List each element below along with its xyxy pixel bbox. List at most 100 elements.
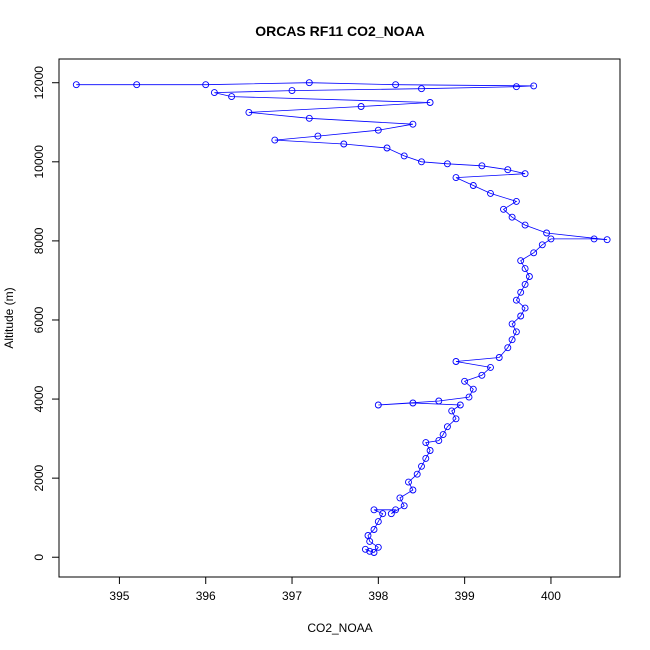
data-point [374,126,382,134]
y-tick-label: 2000 [32,464,46,491]
data-point [366,547,374,555]
data-point [603,236,611,244]
y-tick-label: 10000 [32,145,46,179]
data-point [478,162,486,170]
data-point [370,549,378,556]
x-tick-label: 398 [368,589,388,603]
data-point [530,249,538,257]
data-point [418,462,425,470]
y-tick-label: 6000 [32,306,46,333]
x-tick-label: 400 [541,589,561,603]
y-tick-label: 8000 [32,227,46,254]
data-point [374,401,382,409]
plot-frame [58,58,621,578]
chart-title: ORCAS RF11 CO2_NOAA [255,23,425,39]
data-point [512,83,520,91]
data-point [361,545,369,553]
data-point [364,532,372,539]
data-point [439,431,447,439]
data-point [452,358,460,365]
data-point [525,273,533,280]
data-point [521,221,529,229]
data-point [422,439,430,447]
data-point [426,447,434,454]
data-point [517,288,525,296]
data-point [512,197,520,205]
data-point [478,371,486,379]
data-point [426,99,434,106]
data-point [422,454,430,462]
data-point [512,328,520,336]
y-axis-label: Altitude (m) [2,287,16,348]
data-point [456,401,464,409]
data-point [521,265,529,273]
data-point [547,235,555,243]
data-point [504,166,512,174]
data-point [508,336,516,344]
data-point [521,304,529,312]
data-point [495,354,503,361]
data-point [465,393,473,401]
data-point [374,518,382,526]
data-point [435,437,443,445]
data-point [448,407,456,415]
data-point [590,235,598,243]
data-point [521,170,529,178]
data-point [405,478,412,486]
y-tick-label: 12000 [32,66,46,100]
x-axis: 395 396 397 398 399 400 [109,577,561,603]
data-point [202,81,210,89]
data-point [400,152,408,160]
data-point [271,136,279,144]
data-point [517,257,525,265]
data-point [538,241,546,249]
data-point [435,397,443,405]
data-point [400,502,408,510]
x-tick-label: 396 [196,589,216,603]
data-point [530,82,538,90]
y-tick-label: 4000 [32,385,46,412]
data-point [374,543,382,551]
data-point [487,363,494,371]
data-point [512,296,520,304]
data-point [487,189,494,197]
data-point [543,229,551,237]
data-point [210,89,218,97]
data-point [133,81,141,89]
data-point [370,526,378,533]
data-point [409,399,417,407]
data-point [504,344,512,352]
data-point [508,320,516,328]
data-point [379,510,387,518]
data-point [370,506,378,514]
data-point [387,510,395,518]
data-point [305,79,313,87]
data-point [245,108,253,116]
data-point [357,103,365,110]
data-point [409,486,417,494]
data-point [396,494,404,502]
x-axis-label: CO2_NOAA [307,621,372,635]
x-tick-label: 395 [109,589,129,603]
data-point [508,213,516,221]
data-point [517,312,525,320]
data-point [418,85,425,93]
data-point [383,144,391,152]
data-point [409,120,417,128]
data-point [500,205,507,213]
data-point [461,377,469,385]
y-tick-label: 0 [32,554,46,561]
data-point [469,182,477,189]
data-point [392,506,400,514]
data-point [443,423,451,431]
data-point [452,415,460,423]
data-point [469,385,477,393]
data-point [72,81,80,89]
series-line [76,82,608,553]
plot-area [72,79,611,556]
data-point [340,140,348,148]
x-tick-label: 399 [455,589,475,603]
data-point [228,93,236,101]
